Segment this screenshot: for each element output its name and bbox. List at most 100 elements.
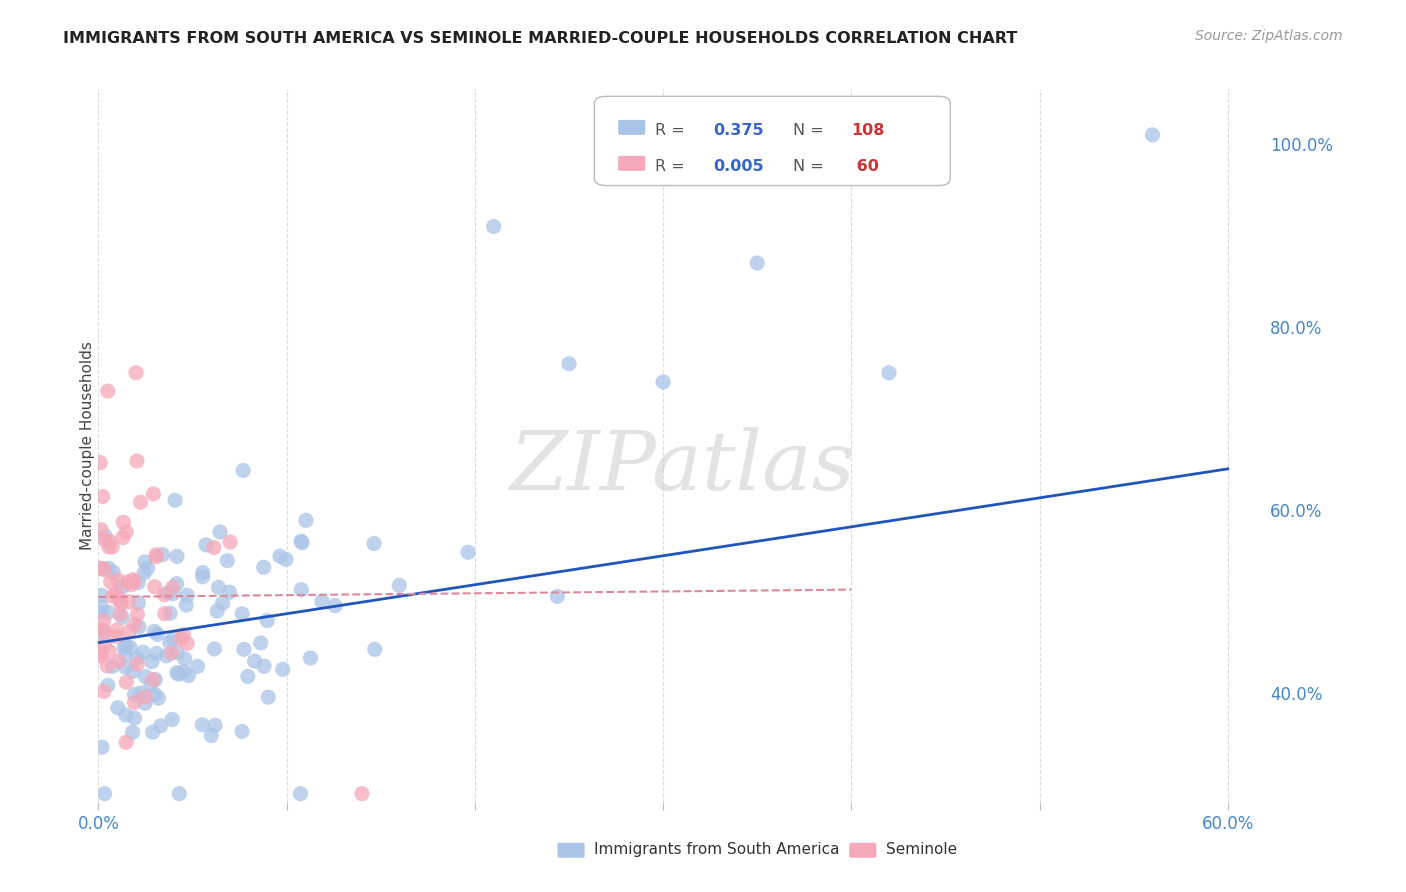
- Point: [91, 561, 114, 575]
- Point: [124, 695, 146, 709]
- Point: [120, 578, 142, 592]
- Text: N =: N =: [793, 159, 828, 174]
- Point: [143, 673, 166, 687]
- Text: R =: R =: [655, 159, 690, 174]
- Point: [108, 607, 131, 622]
- Point: [232, 642, 254, 657]
- Point: [482, 219, 505, 234]
- Point: [122, 573, 145, 587]
- Point: [231, 607, 253, 621]
- FancyBboxPatch shape: [595, 96, 950, 186]
- Point: [166, 549, 188, 564]
- Text: 60: 60: [851, 159, 879, 174]
- Point: [89, 561, 111, 575]
- Point: [173, 665, 195, 679]
- Point: [124, 688, 146, 702]
- Point: [97, 561, 120, 575]
- Point: [98, 644, 121, 658]
- Point: [165, 493, 187, 508]
- Text: Source: ZipAtlas.com: Source: ZipAtlas.com: [1195, 29, 1343, 43]
- Point: [127, 607, 149, 622]
- Point: [160, 646, 183, 660]
- Point: [290, 787, 312, 801]
- Point: [112, 516, 135, 530]
- Point: [142, 725, 165, 739]
- Point: [105, 586, 128, 600]
- Point: [107, 590, 129, 604]
- Point: [152, 548, 174, 562]
- Point: [97, 605, 120, 619]
- Point: [457, 545, 479, 559]
- Point: [149, 719, 172, 733]
- Point: [269, 549, 291, 564]
- Point: [177, 668, 200, 682]
- Point: [93, 614, 115, 628]
- Point: [142, 673, 165, 687]
- Point: [274, 552, 297, 566]
- Point: [101, 659, 124, 673]
- Text: N =: N =: [793, 123, 828, 138]
- Point: [121, 725, 143, 739]
- Point: [136, 561, 159, 575]
- Point: [253, 659, 276, 673]
- Point: [115, 675, 138, 690]
- Point: [205, 604, 228, 618]
- Point: [218, 585, 240, 599]
- Point: [207, 580, 229, 594]
- Point: [166, 646, 188, 660]
- Point: [142, 487, 165, 501]
- Point: [249, 636, 271, 650]
- Point: [191, 570, 214, 584]
- Point: [93, 624, 115, 638]
- Point: [122, 574, 145, 589]
- Point: [290, 534, 312, 549]
- FancyBboxPatch shape: [619, 120, 644, 134]
- Point: [132, 645, 155, 659]
- Point: [93, 533, 115, 547]
- Point: [217, 553, 239, 567]
- Point: [127, 596, 149, 610]
- Point: [202, 541, 225, 555]
- Point: [323, 599, 346, 613]
- Point: [167, 787, 190, 801]
- Point: [90, 588, 112, 602]
- Point: [291, 535, 314, 549]
- Point: [90, 740, 112, 755]
- Point: [166, 665, 188, 680]
- Point: [94, 529, 117, 543]
- Point: [93, 787, 115, 801]
- Point: [156, 586, 179, 600]
- Point: [166, 576, 188, 591]
- Point: [124, 617, 146, 632]
- Point: [153, 607, 176, 621]
- Point: [388, 578, 411, 592]
- Point: [127, 575, 149, 590]
- Point: [118, 624, 141, 639]
- Point: [204, 718, 226, 732]
- Point: [111, 610, 134, 624]
- Point: [125, 366, 148, 380]
- Point: [253, 560, 276, 574]
- Point: [93, 563, 115, 577]
- Point: [115, 735, 138, 749]
- Point: [290, 582, 312, 597]
- Point: [256, 614, 278, 628]
- Point: [120, 640, 142, 655]
- Point: [114, 660, 136, 674]
- Point: [141, 655, 163, 669]
- Point: [167, 667, 190, 681]
- Point: [191, 566, 214, 580]
- Point: [139, 678, 162, 692]
- Point: [97, 540, 120, 554]
- Text: Immigrants from South America: Immigrants from South America: [595, 842, 839, 856]
- Point: [148, 691, 170, 706]
- Point: [299, 651, 322, 665]
- Point: [93, 638, 115, 652]
- Point: [311, 594, 333, 608]
- Text: 0.005: 0.005: [713, 159, 763, 174]
- Point: [176, 588, 198, 602]
- Point: [90, 523, 112, 537]
- Point: [98, 534, 121, 549]
- Point: [114, 708, 136, 723]
- Point: [129, 495, 152, 509]
